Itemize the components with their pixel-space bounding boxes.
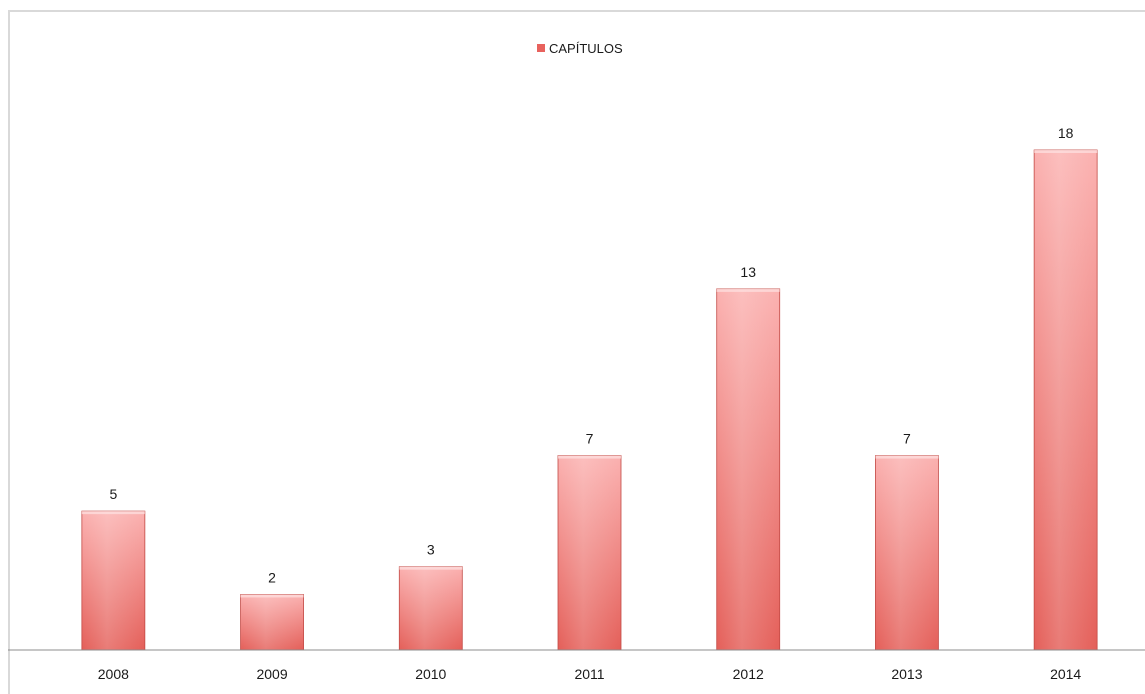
bar-2014 — [1033, 149, 1098, 651]
bar-top-highlight — [716, 288, 780, 292]
x-tick-2011: 2011 — [574, 666, 604, 682]
x-tick-2010: 2010 — [415, 666, 446, 682]
legend-swatch — [537, 44, 545, 52]
bar-shine — [716, 288, 780, 650]
data-label-2009: 2 — [268, 569, 276, 585]
x-tick-2013: 2013 — [891, 666, 922, 682]
bar-2013 — [875, 455, 939, 651]
bar-shine — [1034, 150, 1098, 650]
bar-shine — [875, 455, 939, 650]
bar-top-highlight — [1034, 150, 1098, 153]
bars — [81, 149, 1098, 651]
bar-top-highlight — [558, 455, 621, 459]
data-label-2011: 7 — [586, 431, 594, 447]
x-tick-labels: 2008 2009 2010 2011 2012 2013 2014 — [98, 666, 1082, 682]
x-tick-2014: 2014 — [1050, 666, 1081, 682]
bar-2009 — [240, 594, 304, 651]
bar-top-highlight — [240, 594, 304, 598]
bar-shine — [558, 455, 621, 650]
bar-shine — [240, 594, 304, 650]
data-labels: 5 2 3 7 13 7 18 — [109, 125, 1073, 585]
x-tick-2008: 2008 — [98, 666, 129, 682]
bar-top-highlight — [399, 566, 463, 570]
bar-shine — [399, 566, 463, 650]
legend: CAPÍTULOS — [537, 41, 623, 56]
bar-2012 — [716, 288, 781, 651]
data-label-2012: 13 — [740, 264, 756, 280]
x-tick-2009: 2009 — [256, 666, 287, 682]
data-label-2010: 3 — [427, 542, 435, 558]
bar-2008 — [81, 510, 146, 651]
bar-top-highlight — [875, 455, 939, 459]
x-tick-2012: 2012 — [733, 666, 764, 682]
data-label-2013: 7 — [903, 431, 911, 447]
bar-2010 — [398, 566, 463, 651]
data-label-2014: 18 — [1058, 125, 1074, 141]
legend-label: CAPÍTULOS — [549, 41, 623, 56]
bar-2011 — [557, 455, 622, 651]
bar-top-highlight — [81, 511, 145, 515]
bar-shine — [81, 511, 145, 650]
data-label-2008: 5 — [109, 486, 117, 502]
